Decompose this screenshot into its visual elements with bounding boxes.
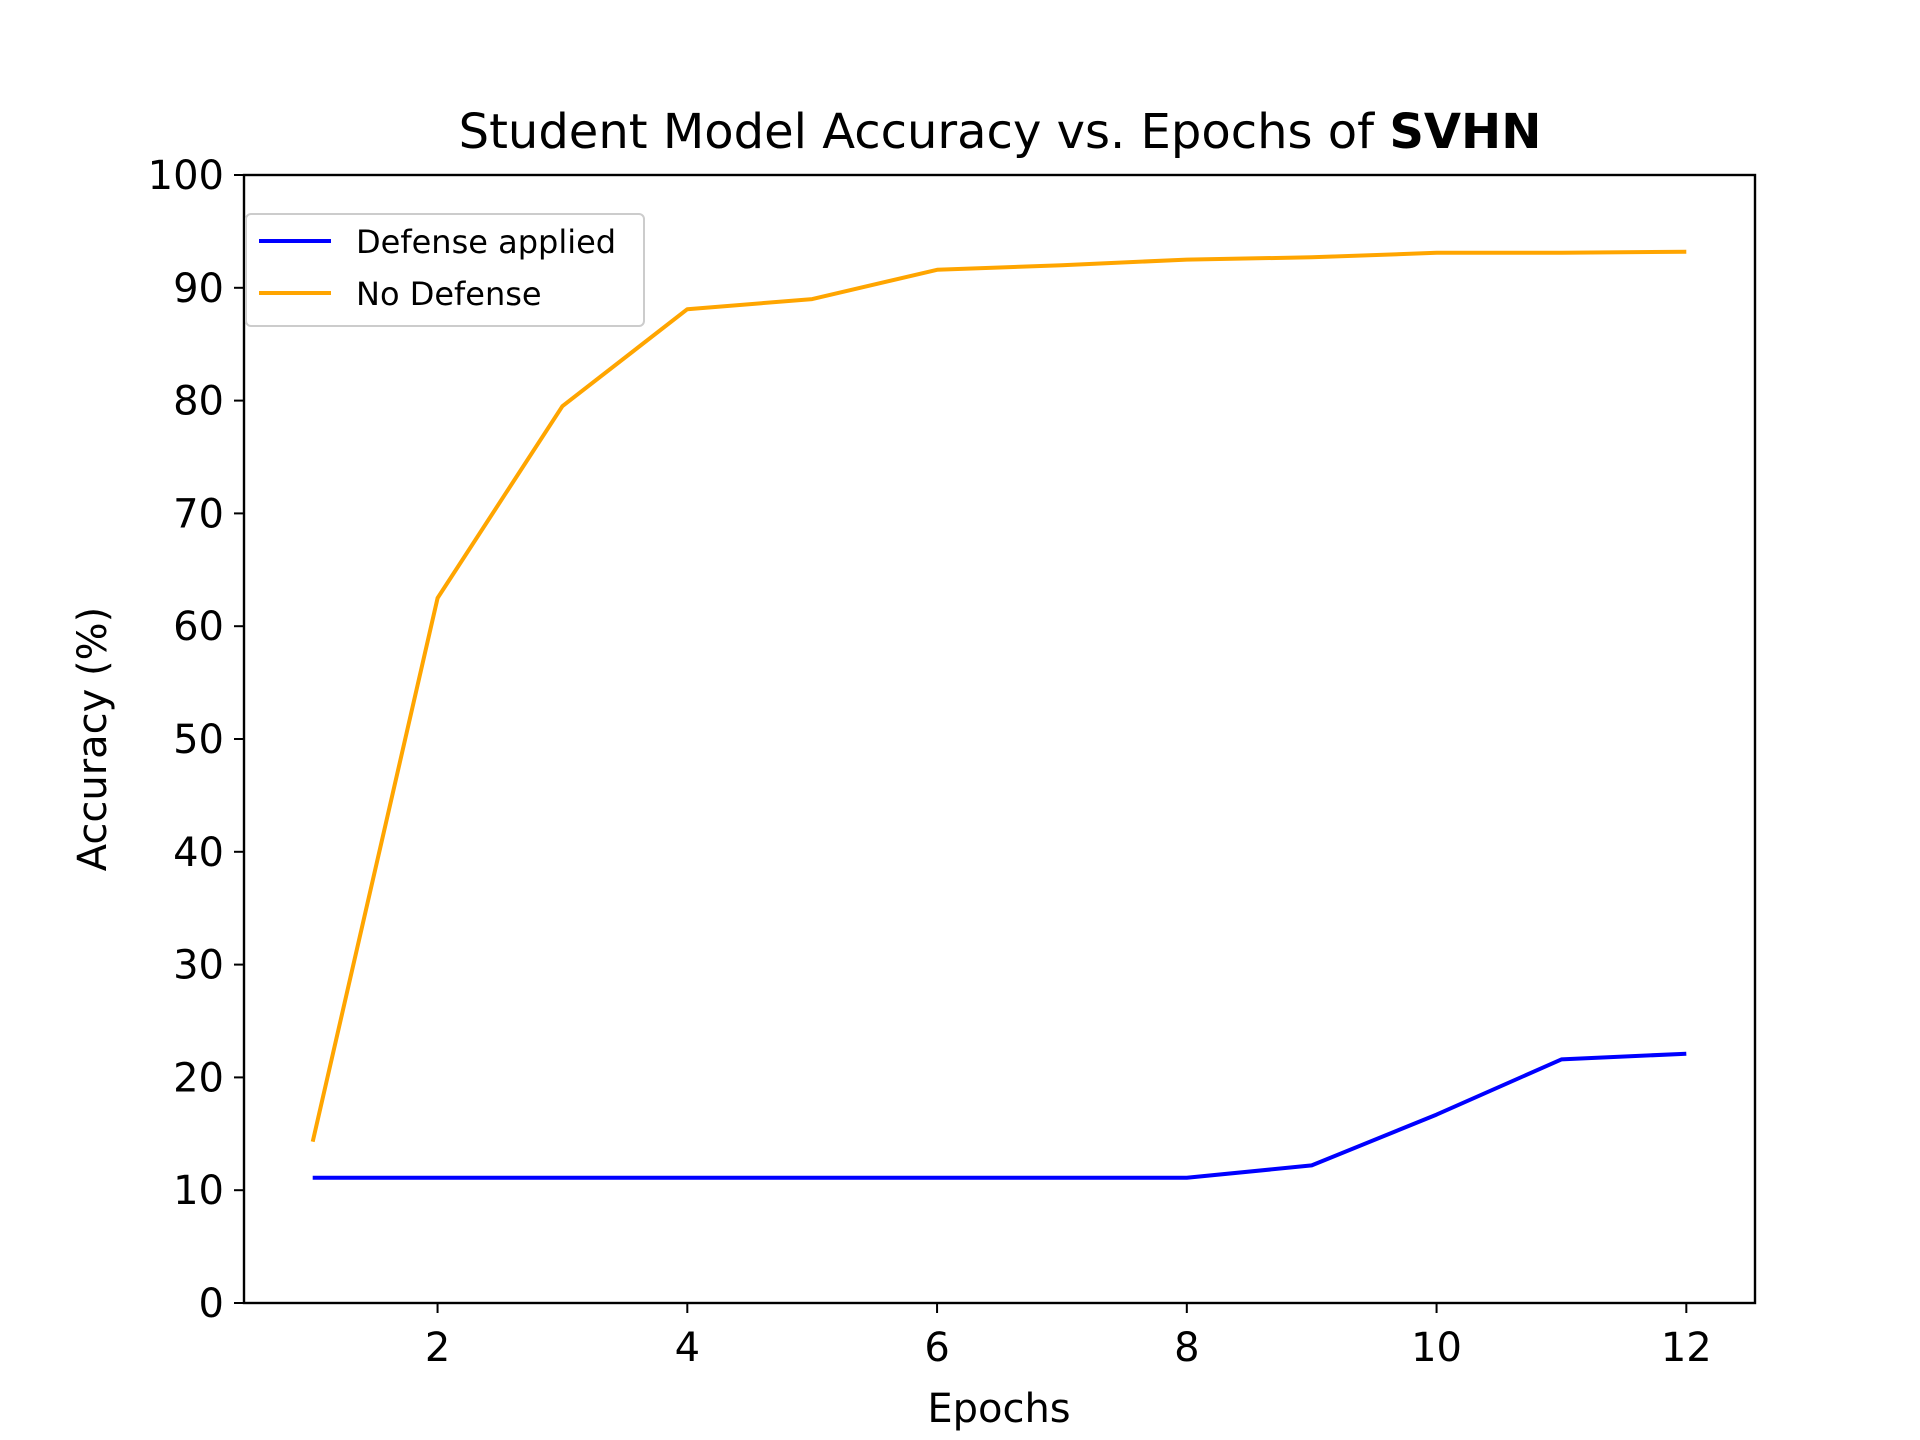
series-line-defense-applied: [312, 1051, 1687, 1180]
x-tick-label: 6: [924, 1325, 949, 1371]
y-axis: 0 10 20 30 40 50 60 70 80 90 100: [148, 153, 244, 1327]
x-axis-label: Epochs: [927, 1386, 1070, 1432]
y-tick-label: 40: [173, 830, 224, 876]
chart-title-dataset: SVHN: [1389, 104, 1541, 160]
y-tick-label: 30: [173, 943, 224, 989]
x-tick-label: 2: [425, 1325, 450, 1371]
y-tick-label: 10: [173, 1168, 224, 1214]
legend: Defense applied No Defense: [245, 213, 645, 327]
legend-label-no-defense: No Defense: [356, 275, 542, 313]
y-axis-label: Accuracy (%): [70, 607, 116, 872]
x-tick-label: 8: [1174, 1325, 1199, 1371]
series-layer: [310, 249, 1687, 1180]
y-tick-label: 80: [173, 379, 224, 425]
series-line-no-defense: [310, 249, 1687, 1143]
y-tick-label: 60: [173, 604, 224, 650]
y-tick-label: 100: [148, 153, 224, 199]
x-tick-label: 4: [675, 1325, 700, 1371]
chart-title-text: Student Model Accuracy vs. Epochs of: [459, 104, 1390, 160]
legend-box: [245, 213, 645, 327]
legend-label-defense-applied: Defense applied: [356, 223, 616, 261]
y-tick-label: 70: [173, 491, 224, 537]
chart-title: Student Model Accuracy vs. Epochs of SVH…: [459, 104, 1542, 160]
x-tick-label: 10: [1411, 1325, 1462, 1371]
y-tick-label: 20: [173, 1055, 224, 1101]
y-tick-label: 50: [173, 717, 224, 763]
y-tick-label: 0: [199, 1281, 224, 1327]
x-tick-label: 12: [1661, 1325, 1712, 1371]
x-axis: 2 4 6 8 10 12: [425, 1303, 1712, 1371]
y-tick-label: 90: [173, 266, 224, 312]
